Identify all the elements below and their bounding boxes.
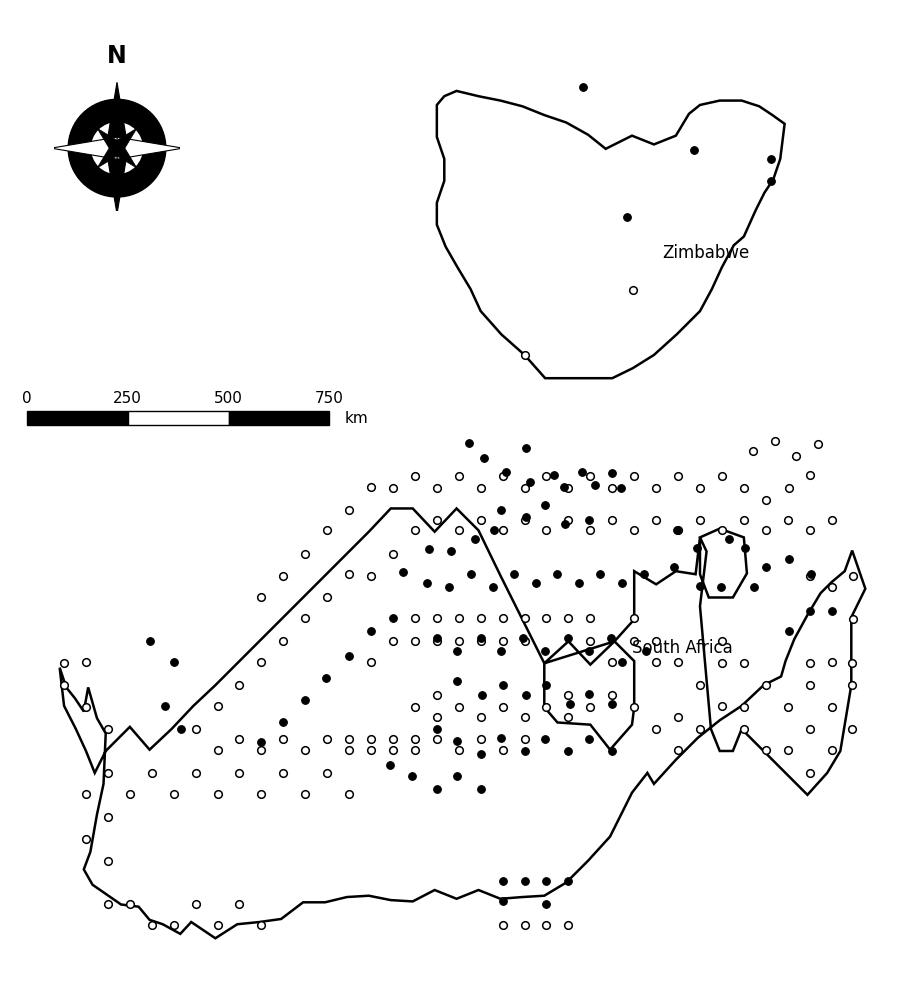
Circle shape — [90, 121, 144, 175]
Text: N: N — [107, 44, 127, 68]
Bar — [128, 411, 229, 425]
Text: 500: 500 — [214, 391, 243, 406]
Polygon shape — [112, 128, 137, 153]
Polygon shape — [97, 143, 122, 168]
Polygon shape — [106, 148, 128, 214]
Text: Zimbabwe: Zimbabwe — [662, 244, 750, 263]
Text: South Africa: South Africa — [632, 639, 733, 657]
Text: km: km — [345, 411, 368, 426]
Polygon shape — [117, 137, 183, 159]
Text: 250: 250 — [113, 391, 142, 406]
Text: 750: 750 — [315, 391, 344, 406]
Polygon shape — [51, 137, 117, 159]
Bar — [27, 411, 128, 425]
Bar — [229, 411, 329, 425]
Polygon shape — [59, 508, 865, 938]
Polygon shape — [106, 82, 128, 148]
Text: 0: 0 — [22, 391, 32, 406]
Polygon shape — [436, 91, 785, 378]
Polygon shape — [97, 128, 122, 153]
Polygon shape — [112, 143, 137, 168]
Circle shape — [68, 99, 166, 197]
